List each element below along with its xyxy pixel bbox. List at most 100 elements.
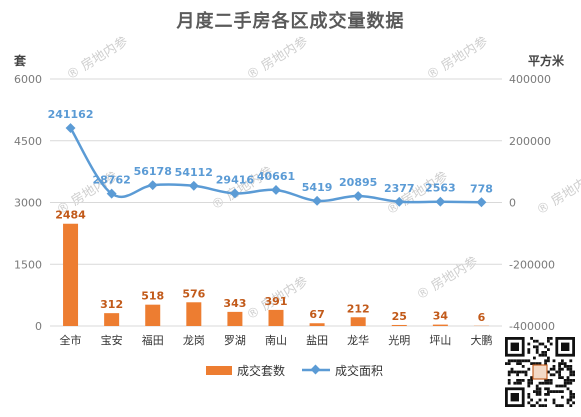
bar bbox=[63, 223, 79, 326]
qr-module bbox=[547, 387, 550, 391]
line-point bbox=[106, 188, 117, 199]
qr-module bbox=[547, 390, 550, 393]
bar bbox=[391, 324, 407, 326]
line-point bbox=[188, 180, 199, 191]
qr-module bbox=[569, 390, 573, 393]
qr-module bbox=[535, 351, 539, 354]
qr-module bbox=[558, 370, 561, 374]
qr-module bbox=[533, 404, 536, 407]
qr-module bbox=[555, 390, 559, 393]
qr-module bbox=[535, 339, 539, 343]
qr-module bbox=[544, 353, 547, 357]
watermark-text: ® 房地内参 bbox=[414, 253, 481, 303]
qr-module bbox=[566, 398, 570, 402]
qr-module bbox=[516, 379, 519, 382]
qr-module bbox=[549, 367, 553, 371]
qr-module bbox=[547, 348, 550, 351]
qr-module bbox=[566, 379, 570, 382]
qr-module bbox=[569, 398, 573, 402]
qr-module bbox=[544, 393, 547, 396]
line-data-label: 28762 bbox=[92, 174, 130, 187]
qr-module bbox=[535, 393, 539, 396]
line-point bbox=[435, 196, 446, 207]
bar-data-label: 34 bbox=[433, 310, 449, 323]
line-data-label: 40661 bbox=[257, 170, 295, 183]
right-tick-label: 400000 bbox=[509, 73, 551, 86]
qr-module bbox=[527, 342, 531, 346]
bar-data-label: 391 bbox=[265, 295, 288, 308]
bar-data-label: 6 bbox=[478, 311, 486, 324]
qr-module bbox=[544, 359, 547, 363]
qr-module bbox=[524, 359, 528, 363]
qr-module bbox=[527, 401, 531, 405]
watermark-text: ® 房地内参 bbox=[64, 33, 131, 83]
qr-module bbox=[535, 387, 539, 391]
qr-module bbox=[558, 390, 561, 393]
bar bbox=[145, 304, 161, 326]
qr-module bbox=[538, 387, 542, 391]
category-label: 宝安 bbox=[101, 333, 123, 347]
bar bbox=[309, 323, 325, 326]
line-data-label: 29416 bbox=[216, 173, 255, 186]
qr-module bbox=[552, 373, 556, 377]
right-axis-ticks: -400000 -200000 0 200000 400000 bbox=[509, 73, 555, 333]
qr-module bbox=[552, 390, 556, 393]
qr-module bbox=[566, 401, 570, 405]
qr-module bbox=[547, 393, 550, 396]
qr-module bbox=[569, 381, 573, 385]
qr-module bbox=[549, 373, 553, 377]
qr-module bbox=[524, 370, 528, 374]
qr-module bbox=[569, 359, 573, 363]
qr-module bbox=[549, 342, 553, 346]
bar-data-label: 312 bbox=[100, 298, 123, 311]
qr-module bbox=[558, 404, 561, 407]
line-data-label: 241162 bbox=[48, 108, 94, 121]
qr-module bbox=[561, 367, 564, 371]
qr-module bbox=[527, 381, 531, 385]
qr-module bbox=[544, 387, 547, 391]
left-tick-label: 3000 bbox=[14, 197, 42, 210]
qr-module bbox=[530, 381, 533, 385]
qr-module bbox=[535, 345, 539, 349]
category-label: 坪山 bbox=[429, 334, 451, 347]
qr-module bbox=[547, 359, 550, 363]
line-data-label: 778 bbox=[470, 182, 493, 195]
bar bbox=[268, 309, 284, 326]
qr-module bbox=[544, 404, 547, 407]
legend-bar-label: 成交套数 bbox=[237, 363, 285, 378]
qr-module bbox=[516, 373, 519, 377]
qr-module bbox=[566, 365, 570, 368]
qr-code-icon bbox=[505, 337, 575, 407]
qr-module bbox=[558, 365, 561, 368]
qr-module bbox=[547, 339, 550, 343]
qr-module bbox=[544, 351, 547, 354]
right-tick-label: 200000 bbox=[509, 135, 551, 148]
qr-module bbox=[530, 376, 533, 379]
qr-module bbox=[549, 390, 553, 393]
qr-module bbox=[538, 393, 542, 396]
bar bbox=[227, 311, 243, 326]
qr-module bbox=[547, 356, 550, 360]
qr-module bbox=[513, 381, 517, 385]
qr-module bbox=[527, 384, 531, 388]
line-data-label: 2563 bbox=[425, 182, 456, 195]
qr-module bbox=[519, 362, 522, 365]
qr-module bbox=[549, 381, 553, 385]
qr-module bbox=[555, 370, 559, 374]
line-point bbox=[147, 180, 158, 191]
qr-module bbox=[510, 367, 514, 371]
qr-module bbox=[544, 345, 547, 349]
qr-module bbox=[547, 379, 550, 382]
category-label: 大鹏 bbox=[470, 333, 492, 347]
qr-module bbox=[569, 395, 573, 399]
right-tick-label: 0 bbox=[509, 197, 516, 210]
category-label: 全市 bbox=[60, 333, 82, 347]
qr-module bbox=[524, 373, 528, 377]
line-point bbox=[476, 197, 487, 208]
qr-module bbox=[527, 393, 531, 396]
qr-module bbox=[530, 379, 533, 382]
qr-module bbox=[552, 359, 556, 363]
qr-module bbox=[535, 348, 539, 351]
qr-module bbox=[558, 367, 561, 371]
legend-line-label: 成交面积 bbox=[335, 363, 383, 378]
